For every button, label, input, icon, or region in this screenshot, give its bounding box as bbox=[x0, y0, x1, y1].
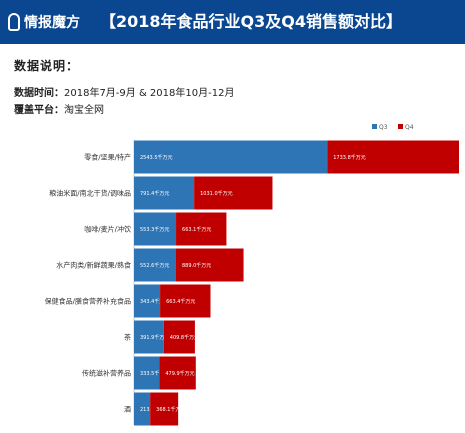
data-label-q4: 479.9千万元 bbox=[165, 370, 194, 377]
data-label-q3: 2543.5千万元 bbox=[140, 154, 173, 161]
legend-label-q3: Q3 bbox=[379, 124, 388, 131]
data-label-q3: 343.4千万元 bbox=[140, 298, 169, 305]
category-label: 茶 bbox=[124, 333, 131, 342]
category-label: 咖啡/麦片/冲饮 bbox=[84, 225, 131, 234]
legend-swatch-q3 bbox=[372, 124, 377, 129]
data-time-line: 数据时间：2018年7月-9月 & 2018年10月-12月 bbox=[14, 84, 234, 99]
category-label: 零食/坚果/特产 bbox=[84, 153, 131, 162]
lightbulb-icon bbox=[8, 13, 20, 31]
bar-q4 bbox=[159, 356, 196, 390]
data-label-q3: 391.9千万元 bbox=[140, 334, 169, 341]
data-label-q4: 1733.8千万元 bbox=[333, 154, 366, 161]
category-label: 保健食品/膳食营养补充食品 bbox=[45, 297, 131, 306]
data-label-q3: 333.5千万元 bbox=[140, 370, 169, 377]
bar-q3 bbox=[134, 140, 328, 174]
bar-q3 bbox=[134, 248, 176, 282]
data-description-heading: 数据说明： bbox=[14, 59, 80, 73]
bar-q4 bbox=[160, 284, 211, 318]
bar-q3 bbox=[134, 176, 195, 210]
bar-q3 bbox=[134, 392, 151, 426]
data-label-q4: 1031.0千万元 bbox=[200, 190, 233, 197]
data-label-q3: 791.4千万元 bbox=[140, 190, 169, 197]
bar-q3 bbox=[134, 356, 160, 390]
bar-q4 bbox=[176, 212, 227, 246]
bar-q3 bbox=[134, 284, 161, 318]
data-label-q4: 368.1千万元 bbox=[156, 406, 185, 413]
data-label-q3: 552.6千万元 bbox=[140, 262, 169, 269]
data-label-q3: 553.3千万元 bbox=[140, 226, 169, 233]
bar-q4 bbox=[163, 320, 195, 354]
bar-q4 bbox=[194, 176, 273, 210]
data-label-q4: 409.8千万元 bbox=[170, 334, 199, 341]
category-label: 传统滋补营养品 bbox=[82, 369, 131, 378]
page-title: 【2018年食品行业Q3及Q4销售额对比】 bbox=[100, 12, 403, 31]
data-label-q4: 663.1千万元 bbox=[182, 226, 211, 233]
data-label-q4: 889.0千万元 bbox=[182, 262, 211, 269]
data-time-value: 2018年7月-9月 & 2018年10月-12月 bbox=[64, 88, 235, 99]
category-label: 粮油米面/南北干货/调味品 bbox=[49, 189, 131, 198]
bar-q4 bbox=[150, 392, 179, 426]
platform-line: 覆盖平台：淘宝全网 bbox=[14, 101, 104, 116]
legend-label-q4: Q4 bbox=[405, 124, 414, 131]
platform-label: 覆盖平台： bbox=[14, 105, 64, 116]
data-time-label: 数据时间： bbox=[14, 88, 64, 99]
brand-logo: 情报魔方 bbox=[8, 9, 80, 35]
bar-q3 bbox=[134, 212, 177, 246]
bar-q4 bbox=[327, 140, 459, 174]
platform-value: 淘宝全网 bbox=[64, 105, 104, 116]
bar-q3 bbox=[134, 320, 164, 354]
category-label: 酒 bbox=[124, 406, 131, 414]
legend-swatch-q4 bbox=[398, 124, 403, 129]
header-bar: 情报魔方 【2018年食品行业Q3及Q4销售额对比】 bbox=[0, 0, 465, 44]
logo-text: 情报魔方 bbox=[24, 15, 80, 31]
category-label: 水产肉类/新鲜蔬果/熟食 bbox=[56, 261, 131, 270]
bar-q4 bbox=[175, 248, 244, 282]
data-label-q4: 663.4千万元 bbox=[166, 298, 195, 305]
